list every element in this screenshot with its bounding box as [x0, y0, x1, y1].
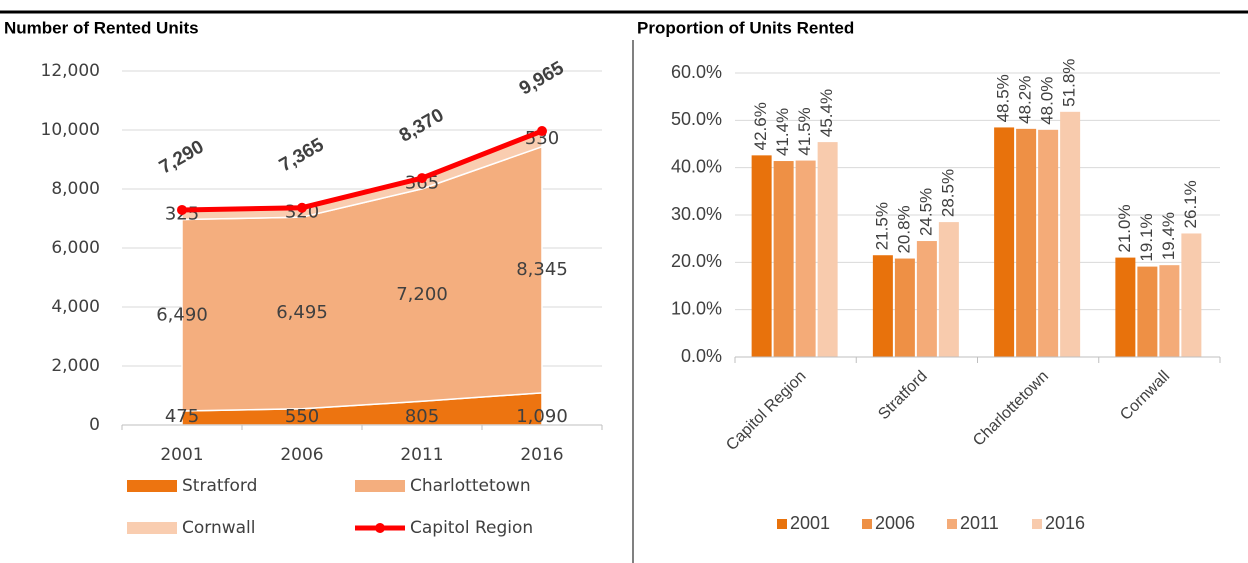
legend-label: Charlottetown [410, 476, 531, 496]
x-tick-label: 2016 [520, 445, 563, 465]
data-label: 805 [405, 406, 439, 427]
marker [297, 202, 307, 213]
bar [817, 142, 838, 357]
legend-label: Capitol Region [410, 518, 533, 538]
bar [1060, 111, 1081, 358]
legend-swatch [862, 519, 872, 529]
data-label: 41.4% [773, 108, 792, 156]
y-tick-label: 30.0% [671, 204, 722, 224]
data-label: 6,495 [276, 302, 328, 323]
legend-label: Stratford [182, 476, 257, 496]
data-label: 19.1% [1137, 213, 1156, 261]
legend-swatch [127, 480, 177, 492]
data-label: 48.2% [1016, 76, 1035, 124]
y-tick-label: 10,000 [41, 120, 100, 140]
legend-swatch [355, 480, 405, 492]
x-tick-label: 2011 [400, 445, 443, 465]
data-label: 19.4% [1159, 212, 1178, 260]
bar [1115, 257, 1136, 357]
bar [938, 222, 959, 357]
data-label: 45.4% [817, 89, 836, 137]
y-tick-label: 40.0% [671, 156, 722, 176]
legend-marker [375, 523, 385, 533]
data-label: 1,090 [516, 406, 568, 427]
bar [1016, 128, 1037, 357]
legend-swatch [947, 519, 957, 529]
y-tick-label: 0.0% [681, 346, 722, 366]
data-label: 48.5% [994, 74, 1013, 122]
data-label: 51.8% [1060, 59, 1079, 107]
legend-swatch [1032, 519, 1042, 529]
data-label: 550 [285, 406, 319, 427]
legend-label: 2006 [875, 513, 915, 533]
data-label: 48.0% [1038, 77, 1057, 125]
data-label: 6,490 [156, 304, 208, 325]
bar [751, 155, 772, 357]
marker [177, 204, 187, 215]
y-tick-label: 6,000 [51, 238, 100, 258]
y-tick-label: 8,000 [51, 179, 100, 199]
y-tick-label: 2,000 [51, 356, 100, 376]
y-tick-label: 12,000 [41, 61, 100, 81]
y-tick-label: 50.0% [671, 109, 722, 129]
legend-label: 2016 [1045, 513, 1085, 533]
data-label: 21.0% [1115, 204, 1134, 252]
legend-label: 2001 [790, 513, 830, 533]
y-tick-label: 20.0% [671, 251, 722, 271]
data-label: 21.5% [872, 202, 891, 250]
data-label: 26.1% [1181, 180, 1200, 228]
data-label: 42.6% [751, 102, 770, 150]
data-label: 24.5% [916, 188, 935, 236]
bar [1159, 265, 1180, 357]
marker [417, 173, 427, 184]
y-tick-label: 60.0% [671, 62, 722, 82]
x-tick-label: 2001 [160, 445, 203, 465]
data-label: 20.8% [894, 205, 913, 253]
x-tick-label: 2006 [280, 445, 323, 465]
y-tick-label: 4,000 [51, 297, 100, 317]
bar [1038, 129, 1059, 357]
data-label: 28.5% [938, 169, 957, 217]
legend-label: Cornwall [182, 518, 256, 538]
data-label: 7,200 [396, 284, 448, 305]
bar [1181, 233, 1202, 357]
legend-swatch [127, 522, 177, 534]
bar [795, 160, 816, 357]
legend-label: 2011 [960, 513, 999, 533]
y-tick-label: 10.0% [671, 298, 722, 318]
data-label: 41.5% [795, 107, 814, 155]
bar [872, 255, 893, 357]
bar [894, 258, 915, 357]
bar [1137, 266, 1158, 357]
legend-swatch [777, 519, 787, 529]
data-label: 475 [165, 406, 199, 427]
chart-title: Number of Rented Units [4, 18, 199, 37]
y-tick-label: 0 [89, 415, 100, 435]
marker [537, 126, 547, 137]
bar [994, 127, 1015, 357]
chart-title: Proportion of Units Rented [637, 18, 854, 37]
data-label: 8,345 [516, 259, 568, 280]
line [181, 128, 543, 213]
bar [916, 241, 937, 357]
bar [773, 161, 794, 357]
